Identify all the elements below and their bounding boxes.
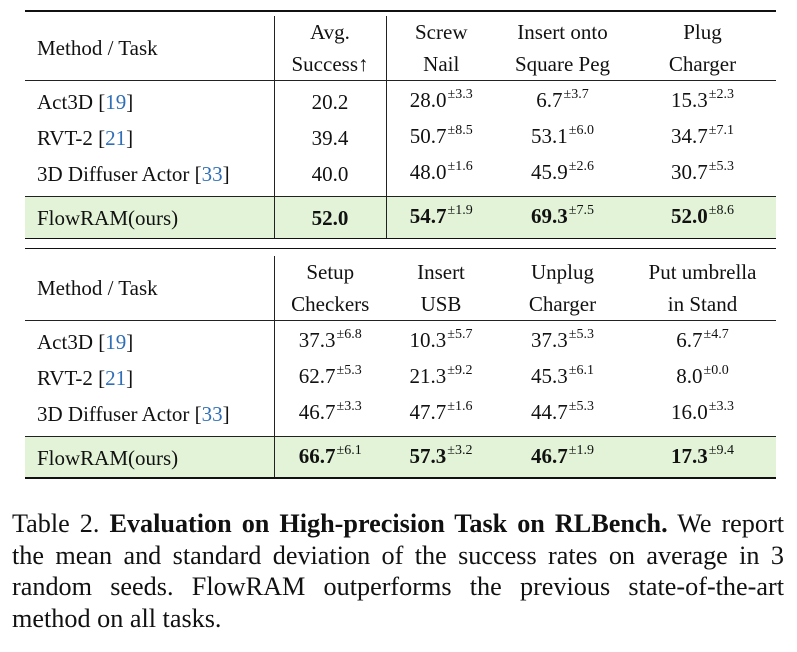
- value-cell: 8.0±0.0: [676, 363, 729, 388]
- citation-link[interactable]: 21: [105, 126, 127, 150]
- col-header-insert-square-peg-l2: Square Peg: [514, 52, 611, 76]
- col-header-setup-checkers-l2: Checkers: [273, 288, 386, 321]
- value-cell: 37.3±5.3: [496, 320, 629, 360]
- value-cell: 62.7±5.3: [273, 360, 386, 396]
- method-task-header: Method / Task: [37, 276, 158, 300]
- table-row: RVT-2 [21] 62.7±5.3 21.3±9.2 45.3±6.1 8.…: [25, 360, 776, 396]
- col-header-plug-charger-l2: Charger: [668, 52, 737, 76]
- col-header-avg-success-l2: Success↑: [273, 48, 386, 81]
- results-table-1: Method / Task Avg. Screw Insert onto Plu…: [25, 16, 776, 239]
- value-cell: 16.0±3.3: [671, 399, 734, 424]
- header-row: Method / Task Avg. Screw Insert onto Plu…: [25, 16, 776, 60]
- table-top-rule: [25, 10, 776, 12]
- value-cell: 53.1±6.0: [531, 123, 594, 148]
- value-cell-best: 57.3±3.2: [386, 436, 496, 479]
- table-row: RVT-2 [21] 39.4 50.7±8.5 53.1±6.0 34.7±7…: [25, 120, 776, 156]
- table-caption: Table 2. Evaluation on High-precision Ta…: [12, 508, 784, 634]
- col-header-avg-success: Avg.: [273, 16, 386, 48]
- citation-link[interactable]: 19: [105, 90, 127, 114]
- value-cell: 44.7±5.3: [531, 399, 594, 424]
- header-row: Method / Task Setup Insert Unplug Put um…: [25, 256, 776, 300]
- col-header-insert-usb-l2: USB: [420, 292, 462, 316]
- citation-link[interactable]: 19: [105, 330, 127, 354]
- col-header-setup-checkers: Setup: [273, 256, 386, 288]
- value-cell: 6.7±3.7: [496, 80, 629, 120]
- value-cell: 6.7±4.7: [629, 320, 776, 360]
- header-row-2: Success↑ Nail Square Peg Charger: [25, 48, 776, 81]
- col-header-insert-square-peg: Insert onto: [517, 20, 608, 44]
- value-cell-best: 54.7±1.9: [385, 196, 496, 239]
- method-name: RVT-2 [21]: [37, 126, 134, 150]
- value-cell: 21.3±9.2: [409, 363, 473, 388]
- ours-row: FlowRAM(ours) 52.0 54.7±1.9 69.3±7.5 52.…: [25, 196, 776, 239]
- col-header-put-umbrella: Put umbrella: [648, 260, 757, 284]
- citation-link[interactable]: 33: [201, 402, 223, 426]
- value-cell-best: 69.3±7.5: [496, 196, 629, 239]
- value-cell: 45.9±2.6: [531, 159, 594, 184]
- method-name: 3D Diffuser Actor [33]: [37, 162, 230, 186]
- table-mid-rule-1: [25, 238, 776, 239]
- header-row-2: Checkers USB Charger in Stand: [25, 288, 776, 321]
- value-cell: 37.3±6.8: [273, 320, 386, 360]
- value-cell-best: 52.0±8.6: [629, 196, 776, 239]
- table-bottom-rule: [25, 477, 776, 479]
- table-row: 3D Diffuser Actor [33] 46.7±3.3 47.7±1.6…: [25, 396, 776, 437]
- col-header-put-umbrella-l2: in Stand: [667, 292, 738, 316]
- method-name: Act3D [19]: [25, 320, 274, 360]
- value-cell: 10.3±5.7: [386, 320, 496, 360]
- value-cell-best: 46.7±1.9: [496, 436, 629, 479]
- citation-link[interactable]: 33: [201, 162, 223, 186]
- value-cell-best: 66.7±6.1: [273, 436, 386, 479]
- col-header-screw-nail-l2: Nail: [385, 48, 496, 81]
- col-header-insert-usb: Insert: [417, 260, 465, 284]
- caption-title: Evaluation on High-precision Task on RLB…: [109, 509, 668, 538]
- value-cell: 50.7±8.5: [385, 120, 496, 156]
- value-cell: 39.4: [273, 120, 386, 156]
- value-cell: 48.0±1.6: [385, 156, 496, 197]
- caption-text: We report the mean and standard deviatio…: [12, 509, 784, 633]
- value-cell-best: 17.3±9.4: [629, 436, 776, 479]
- table-row: Act3D [19] 20.2 28.0±3.3 6.7±3.7 15.3±2.…: [25, 80, 776, 120]
- value-cell: 40.0: [273, 156, 386, 197]
- method-task-header: Method / Task: [37, 36, 158, 60]
- caption-label: Table 2.: [12, 509, 100, 538]
- table-row: 3D Diffuser Actor [33] 40.0 48.0±1.6 45.…: [25, 156, 776, 197]
- table-row: Act3D [19] 37.3±6.8 10.3±5.7 37.3±5.3 6.…: [25, 320, 776, 360]
- citation-link[interactable]: 21: [105, 366, 127, 390]
- results-table-2: Method / Task Setup Insert Unplug Put um…: [25, 256, 776, 479]
- method-name: 3D Diffuser Actor [33]: [37, 402, 230, 426]
- method-name: Act3D [19]: [25, 80, 274, 120]
- method-name-ours: FlowRAM(ours): [25, 436, 274, 479]
- value-cell: 20.2: [273, 80, 386, 120]
- value-cell: 45.3±6.1: [531, 363, 594, 388]
- col-header-screw-nail: Screw: [385, 16, 496, 48]
- col-header-unplug-charger-l2: Charger: [528, 292, 597, 316]
- value-cell: 46.7±3.3: [273, 396, 386, 437]
- method-name-ours: FlowRAM(ours): [25, 196, 274, 239]
- value-cell-best: 52.0: [273, 196, 386, 239]
- method-name: RVT-2 [21]: [37, 366, 134, 390]
- col-header-unplug-charger: Unplug: [531, 260, 594, 284]
- ours-row: FlowRAM(ours) 66.7±6.1 57.3±3.2 46.7±1.9…: [25, 436, 776, 479]
- value-cell: 28.0±3.3: [385, 80, 496, 120]
- value-cell: 30.7±5.3: [671, 159, 734, 184]
- col-header-plug-charger: Plug: [683, 20, 722, 44]
- value-cell: 15.3±2.3: [629, 80, 776, 120]
- table-mid-rule-2: [25, 248, 776, 249]
- value-cell: 47.7±1.6: [409, 399, 473, 424]
- value-cell: 34.7±7.1: [671, 123, 734, 148]
